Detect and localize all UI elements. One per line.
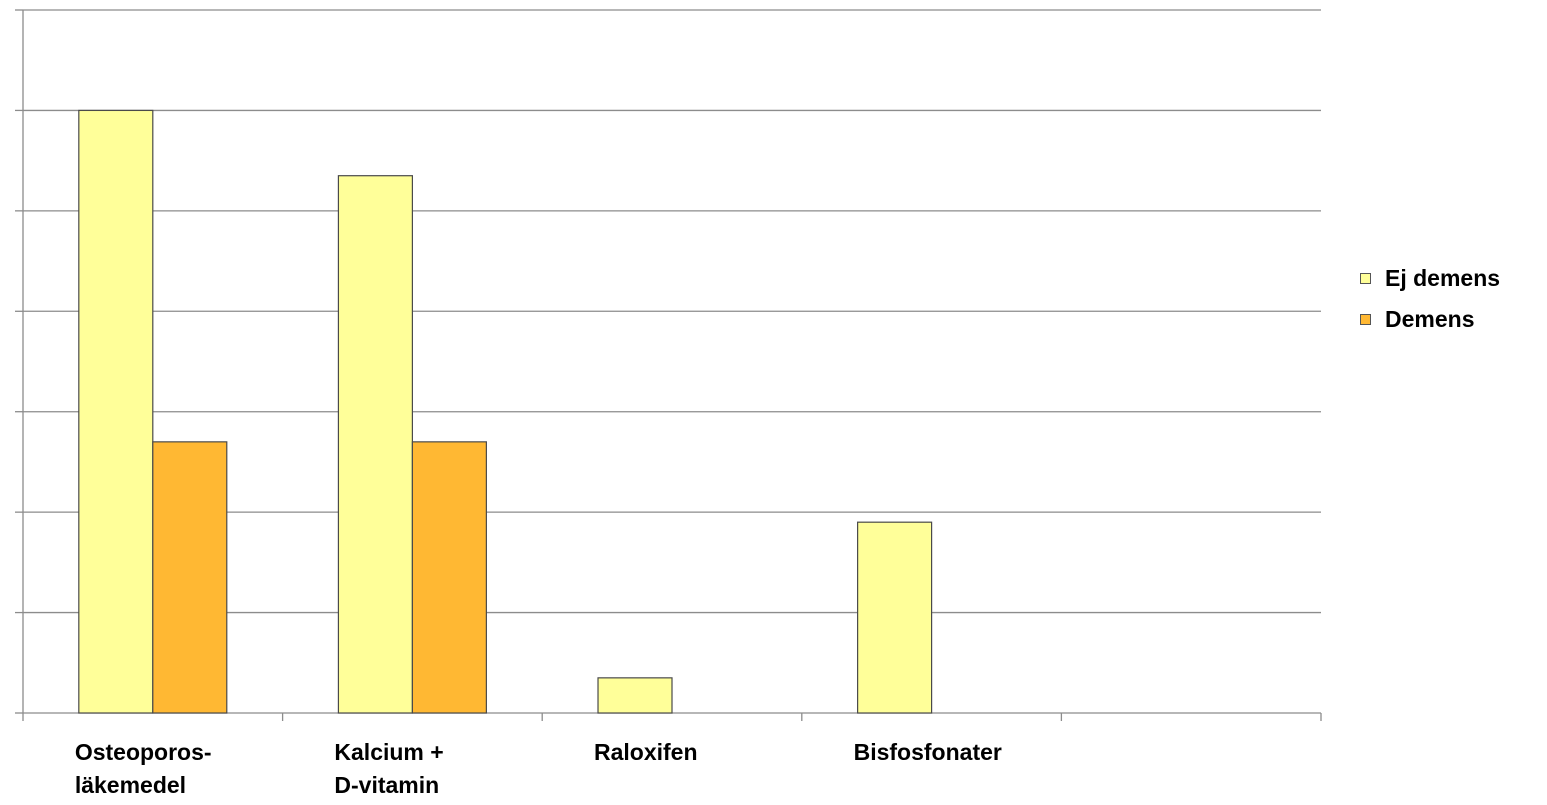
x-tick-labels: Osteoporos-läkemedel Kalcium + D-vitamin Ra… bbox=[75, 739, 1002, 798]
bar bbox=[152, 441, 228, 714]
legend-label-ej-demens: Ej demens bbox=[1385, 265, 1501, 291]
bar bbox=[411, 441, 487, 714]
legend: Ej demens Demens bbox=[1360, 258, 1500, 340]
legend-swatch-demens bbox=[1360, 314, 1371, 325]
bar bbox=[78, 109, 154, 714]
bars bbox=[78, 109, 933, 714]
legend-swatch-ej-demens bbox=[1360, 273, 1371, 284]
gridlines bbox=[23, 9, 1321, 614]
legend-item-ej-demens: Ej demens bbox=[1360, 258, 1500, 299]
legend-label-demens: Demens bbox=[1385, 306, 1475, 332]
bar bbox=[597, 677, 673, 714]
x-tick-label: Kalcium + D-vitamin bbox=[334, 739, 443, 798]
x-tick-label: Bisfosfonater bbox=[854, 739, 1002, 765]
bar bbox=[337, 175, 414, 714]
x-tick-label: Osteoporos-läkemedel bbox=[75, 739, 212, 798]
bar bbox=[857, 521, 933, 714]
x-tick-label: Raloxifen bbox=[594, 739, 698, 765]
legend-item-demens: Demens bbox=[1360, 299, 1500, 340]
